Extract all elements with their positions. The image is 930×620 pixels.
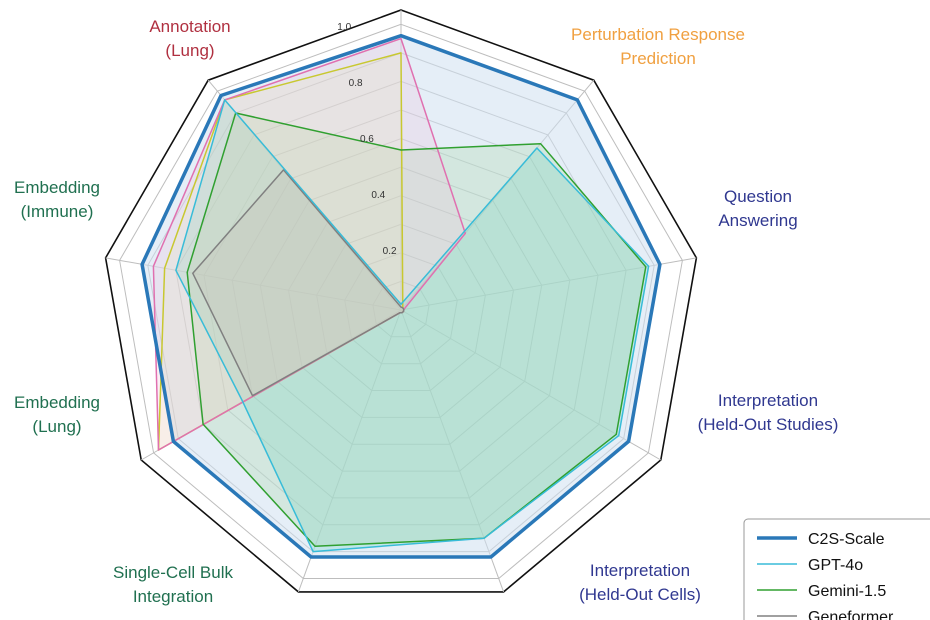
series-line-0 xyxy=(140,33,662,559)
series-area-4 xyxy=(153,38,466,450)
radial-tick-label: 0.8 xyxy=(349,78,363,89)
series-line-1 xyxy=(175,99,650,553)
radial-tick-label: 0.4 xyxy=(371,190,385,201)
radar-series xyxy=(140,33,662,559)
axis-label: (Immune) xyxy=(21,202,94,221)
legend-entry: GPT-4o xyxy=(808,557,863,574)
series-area-0 xyxy=(142,35,660,557)
series-area-5 xyxy=(158,52,404,451)
legend-entry: Gemini-1.5 xyxy=(808,583,886,600)
legend-box xyxy=(743,518,930,620)
axis-label: Answering xyxy=(718,211,797,230)
legend-entry: C2S-Scale xyxy=(808,531,885,548)
series-line-3 xyxy=(192,169,405,397)
axis-label: Interpretation xyxy=(590,561,690,580)
series-line-2 xyxy=(186,112,647,548)
radial-tick-label: 0.2 xyxy=(383,246,397,257)
radar-outer-frame xyxy=(104,9,698,593)
axis-label: Annotation xyxy=(149,17,230,36)
axis-label: Integration xyxy=(133,587,213,606)
series-area-2 xyxy=(187,113,646,547)
radial-tick-label: 0.6 xyxy=(360,134,374,145)
axis-label: Embedding xyxy=(14,178,100,197)
axis-label: Embedding xyxy=(14,393,100,412)
axis-labels: Annotation (Lung) Perturbation Response Pre… xyxy=(14,17,838,606)
series-area-1 xyxy=(175,99,649,552)
legend-entry: Geneformer xyxy=(808,609,894,620)
axis-label: Single-Cell Bulk xyxy=(113,563,233,582)
axis-label: (Held-Out Studies) xyxy=(698,415,839,434)
axis-label: (Lung) xyxy=(32,417,81,436)
axis-label: Question xyxy=(724,187,792,206)
radial-tick-label: 1.0 xyxy=(337,22,351,33)
axis-label: (Lung) xyxy=(165,41,214,60)
radar-grid-ring xyxy=(119,23,683,579)
axis-label: Perturbation Response xyxy=(571,25,745,44)
axis-label: Interpretation xyxy=(718,391,818,410)
axis-label: (Held-Out Cells) xyxy=(579,585,701,604)
radial-tick-labels: 0.2 0.4 0.6 0.8 1.0 xyxy=(337,22,397,257)
axis-label: Prediction xyxy=(620,49,696,68)
series-area-3 xyxy=(192,169,404,396)
legend: C2S-Scale GPT-4o Gemini-1.5 Geneformer xyxy=(743,518,930,620)
